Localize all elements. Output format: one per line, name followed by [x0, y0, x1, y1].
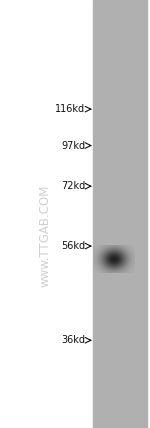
Bar [93, 0, 147, 428]
Text: 116kd: 116kd [55, 104, 85, 114]
Text: www.TTGAB.COM: www.TTGAB.COM [39, 184, 51, 287]
Text: 56kd: 56kd [61, 241, 85, 251]
Text: 72kd: 72kd [61, 181, 85, 191]
Text: 36kd: 36kd [61, 335, 85, 345]
Text: 97kd: 97kd [61, 140, 85, 151]
